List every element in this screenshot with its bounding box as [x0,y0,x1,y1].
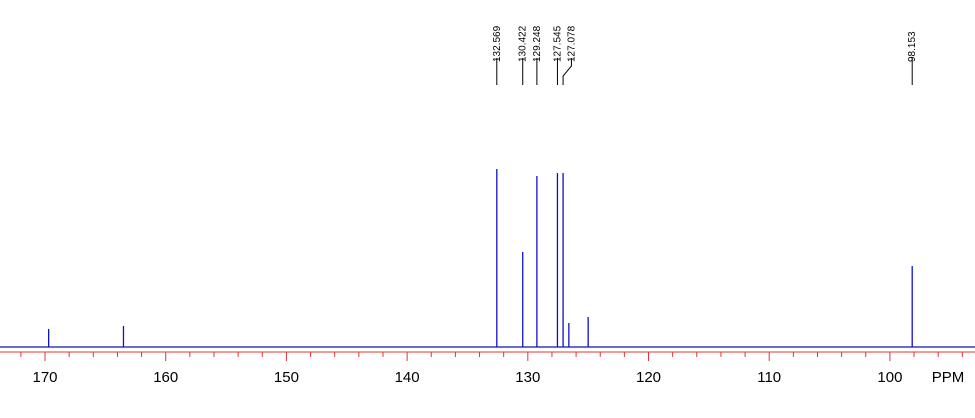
peak-connector [562,58,572,85]
x-tick-label: 130 [515,369,540,386]
x-tick-label: 140 [395,369,420,386]
x-tick-label: 120 [636,369,661,386]
x-tick-label: 100 [877,369,902,386]
x-tick-label: 150 [274,369,299,386]
peak-label: 98.153 [907,31,918,62]
x-tick-label: 110 [757,369,781,386]
peak-label: 132.569 [492,25,503,62]
peak-label: 129.248 [532,25,543,62]
x-tick-label: 160 [153,369,178,386]
peak-label: 127.078 [566,25,577,62]
x-tick-label: 170 [33,369,58,386]
peak-label: 127.545 [552,25,563,62]
peak-label: 130.422 [518,25,529,62]
x-axis-label: PPM [932,369,965,386]
